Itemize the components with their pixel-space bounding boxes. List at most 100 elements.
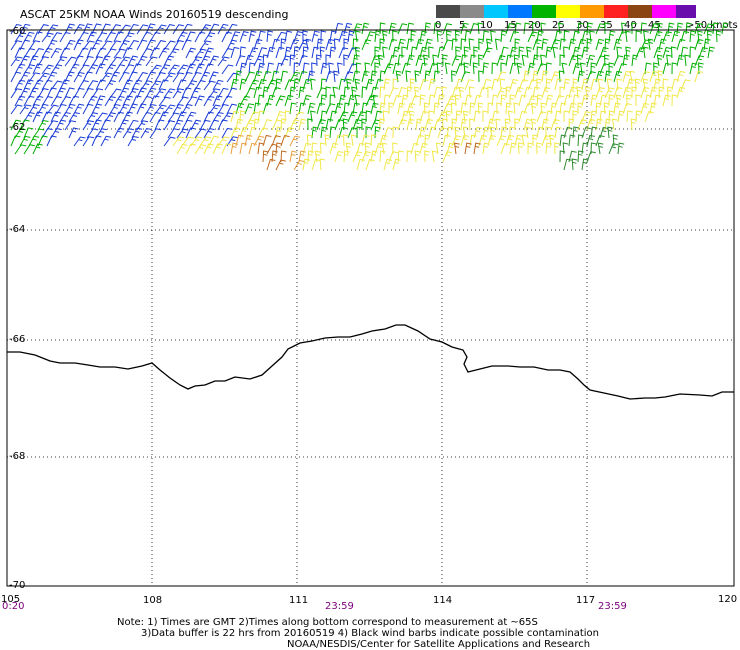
scale-swatch-9	[652, 5, 676, 18]
wind-barb	[59, 111, 71, 123]
wind-barb	[415, 54, 425, 67]
wind-barb	[275, 31, 287, 43]
wind-barb	[176, 96, 189, 107]
wind-barb	[491, 78, 500, 91]
wind-barb	[122, 32, 135, 43]
wind-barb	[676, 70, 686, 83]
wind-barb	[460, 22, 469, 35]
wind-barb	[122, 47, 133, 59]
wind-barb	[19, 71, 31, 83]
wind-barb	[338, 111, 349, 123]
wind-barb	[478, 134, 487, 147]
wind-barb	[478, 38, 484, 51]
wind-barb	[499, 78, 506, 91]
wind-barb	[586, 54, 596, 67]
wind-barb	[19, 55, 30, 67]
wind-barb	[28, 40, 41, 51]
wind-barb	[698, 47, 708, 59]
wind-barb	[599, 126, 609, 139]
wind-barb	[239, 126, 249, 139]
wind-barb	[617, 63, 627, 75]
wind-barb	[382, 30, 388, 43]
wind-barb	[550, 102, 558, 115]
wind-barb	[509, 126, 516, 139]
wind-barb	[629, 70, 636, 83]
wind-barb	[482, 110, 488, 123]
wind-barb	[266, 30, 274, 43]
wind-barb	[253, 135, 265, 147]
wind-barb	[635, 110, 642, 123]
wind-barb	[383, 158, 392, 171]
wind-barb	[536, 111, 547, 123]
wind-barb	[595, 38, 605, 51]
wind-barb	[649, 102, 657, 115]
wind-barb	[334, 102, 343, 115]
wind-barb	[320, 30, 327, 43]
wind-barb	[352, 38, 359, 51]
wind-barb	[616, 78, 622, 91]
wind-barb	[320, 110, 328, 123]
wind-barb	[397, 38, 406, 51]
wind-barb	[491, 110, 500, 123]
wind-barb	[436, 30, 443, 43]
wind-barb	[221, 112, 234, 123]
wind-barb	[181, 103, 193, 115]
wind-barb	[526, 46, 532, 59]
wind-barb	[496, 87, 507, 99]
wind-barb	[64, 120, 77, 131]
wind-barb	[550, 119, 560, 131]
wind-barb	[607, 126, 614, 139]
wind-barb	[310, 110, 316, 123]
wind-barb	[163, 120, 175, 131]
wind-barb	[662, 46, 672, 59]
wind-barb	[32, 128, 45, 139]
wind-barb	[338, 126, 348, 139]
wind-barb	[221, 127, 233, 139]
wind-barb	[545, 126, 552, 138]
wind-barb	[581, 94, 590, 107]
wind-barb	[145, 87, 157, 99]
wind-barb	[464, 30, 472, 43]
wind-barb	[302, 62, 310, 75]
wind-barb	[118, 40, 130, 51]
wind-barb	[298, 102, 306, 115]
wind-barb	[599, 47, 609, 59]
wind-barb	[500, 30, 507, 43]
wind-barb	[590, 142, 597, 155]
wind-barb	[361, 151, 371, 163]
wind-barb	[176, 111, 187, 123]
wind-barb	[509, 94, 516, 107]
wind-barb	[451, 118, 458, 131]
wind-barb	[55, 119, 67, 131]
wind-barb	[41, 128, 53, 139]
wind-barb	[347, 111, 358, 123]
wind-barb	[235, 102, 245, 115]
wind-barb	[379, 102, 387, 115]
wind-barb	[248, 47, 259, 59]
wind-barb	[275, 62, 284, 75]
wind-barb	[190, 87, 201, 99]
wind-barb	[10, 23, 22, 35]
wind-barb	[419, 46, 428, 59]
wind-barb	[536, 142, 542, 155]
wind-barb	[451, 135, 462, 147]
wind-barb	[462, 110, 469, 123]
wind-barb	[82, 136, 95, 147]
wind-barb	[163, 136, 176, 147]
wind-barb	[334, 119, 344, 131]
wind-barb	[518, 94, 527, 107]
wind-barb	[460, 134, 470, 147]
wind-barb	[185, 80, 198, 91]
wind-barb	[127, 119, 139, 131]
wind-barb	[454, 30, 461, 43]
wind-barb	[154, 72, 166, 83]
wind-barb	[28, 135, 40, 147]
wind-barb	[469, 102, 476, 115]
wind-barb	[14, 32, 27, 43]
wind-barb	[113, 31, 124, 43]
wind-barb	[712, 22, 719, 35]
wind-barb	[613, 38, 622, 51]
wind-barb	[127, 23, 139, 35]
wind-barb	[460, 38, 467, 51]
wind-barb	[599, 94, 608, 107]
